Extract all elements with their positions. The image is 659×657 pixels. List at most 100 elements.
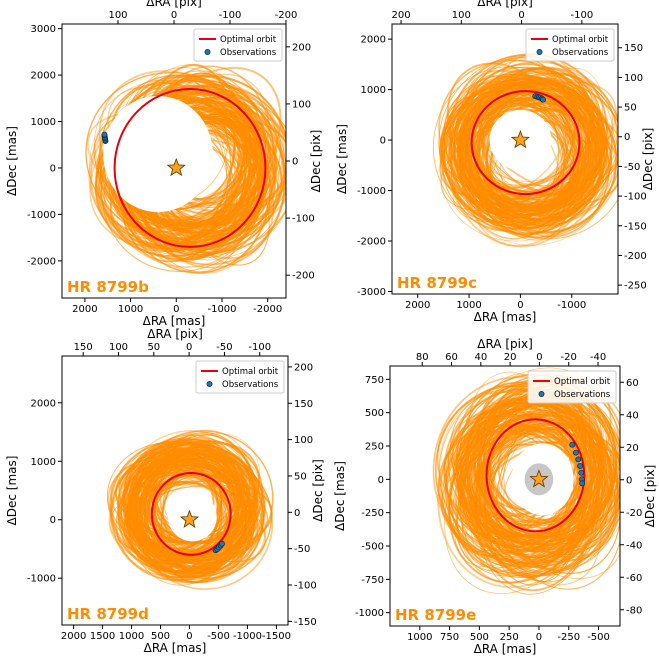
sample-orbit: [477, 421, 616, 539]
sample-orbit: [452, 91, 584, 197]
top-x-tick-label: 0: [536, 352, 542, 363]
x-tick-label: 1000: [456, 300, 481, 311]
sample-orbit: [449, 402, 597, 569]
star-icon: [510, 129, 531, 149]
legend: Optimal orbit Observations: [525, 28, 615, 62]
x-tick-label: 500: [151, 631, 170, 642]
right-y-axis-label: ΔDec [pix]: [643, 465, 657, 528]
x-tick-label: -250: [557, 632, 580, 643]
right-y-tick-label: -100: [292, 214, 315, 225]
sample-orbit: [460, 84, 576, 240]
x-tick-label: 0: [517, 300, 523, 311]
x-tick-label: -500: [207, 631, 230, 642]
y-tick-label: 2000: [361, 35, 386, 46]
right-y-tick-label: -50: [294, 544, 310, 555]
sample-orbit: [478, 72, 598, 210]
x-tick-label: 0: [173, 304, 179, 315]
x-tick-label: 1000: [407, 632, 432, 643]
y-axis-label: ΔDec [mas]: [5, 126, 19, 196]
top-x-tick-label: -100: [570, 10, 593, 21]
right-y-tick-label: 200: [292, 42, 311, 53]
y-tick-label: 2000: [31, 398, 56, 409]
sample-orbit: [478, 100, 589, 196]
y-axis-label: ΔDec [mas]: [5, 456, 19, 526]
plot-area: [85, 63, 286, 274]
top-x-tick-label: -20: [561, 352, 577, 363]
x-axis-label: ΔRA [mas]: [474, 642, 537, 656]
right-y-tick-label: 100: [292, 99, 311, 110]
legend-label-optimal: Optimal orbit: [220, 35, 277, 45]
right-y-tick-label: -150: [294, 617, 317, 628]
y-axis-label: ΔDec [mas]: [335, 124, 349, 194]
star-icon: [529, 469, 549, 488]
x-tick-label: 250: [500, 632, 519, 643]
sample-orbit: [479, 397, 620, 574]
y-tick-label: -1000: [27, 574, 56, 585]
x-tick-label: 0: [536, 632, 542, 643]
sample-orbit: [454, 88, 580, 223]
top-x-axis-label: ΔRA [pix]: [477, 0, 533, 9]
orbit-panel: 2000 1000 0 -1000-3000-2000-100001000200020…: [335, 0, 655, 324]
observation-point: [575, 456, 582, 463]
right-y-tick-label: 0: [626, 475, 632, 486]
right-y-tick-label: 100: [294, 435, 313, 446]
sample-orbit: [463, 97, 602, 228]
right-y-axis-label: ΔDec [pix]: [641, 128, 655, 191]
sample-orbit: [478, 81, 603, 196]
axes-frame: [389, 365, 621, 627]
right-y-tick-label: 40: [626, 410, 639, 421]
legend-label-observations: Observations: [552, 48, 609, 58]
x-tick-label: 1000: [119, 631, 144, 642]
sample-orbit: [133, 439, 264, 564]
observation-point: [579, 480, 586, 487]
top-x-tick-label: -100: [219, 10, 242, 21]
optimal-orbit: [485, 418, 586, 533]
y-tick-label: -750: [361, 575, 384, 586]
y-tick-label: -250: [361, 508, 384, 519]
sample-orbit: [483, 409, 587, 579]
sample-orbit: [456, 401, 595, 537]
right-y-tick-label: 150: [294, 399, 313, 410]
star-icon: [166, 157, 186, 177]
x-tick-label: 2000: [61, 631, 86, 642]
top-x-tick-label: 0: [186, 342, 192, 353]
star-icon: [179, 509, 200, 528]
right-y-tick-label: -250: [624, 281, 647, 292]
right-y-tick-label: 50: [624, 103, 637, 114]
observation-point: [572, 449, 579, 456]
y-tick-label: -1000: [357, 186, 386, 197]
orbit-panel: 1000 750 500 250 0 -250 -500 -1000 -750 -500 -250 0…: [333, 337, 657, 656]
right-y-tick-label: -100: [294, 581, 317, 592]
planet-label: HR 8799c: [397, 274, 477, 292]
right-y-axis-label: ΔDec [pix]: [311, 459, 325, 522]
right-y-tick-label: -100: [624, 192, 647, 203]
top-x-tick-label: 150: [74, 342, 93, 353]
observation-point: [569, 441, 576, 448]
axes-frame: [391, 23, 619, 295]
top-x-tick-label: 80: [416, 352, 429, 363]
legend-box: [527, 370, 617, 404]
plot-area: [106, 429, 274, 590]
y-tick-label: 2000: [31, 71, 56, 82]
sample-orbit: [131, 448, 257, 579]
legend-label-optimal: Optimal orbit: [222, 367, 279, 377]
right-y-tick-label: 100: [624, 73, 643, 84]
top-x-tick-label: -40: [590, 352, 606, 363]
sample-orbit: [474, 373, 568, 542]
sample-orbit: [485, 103, 601, 209]
y-tick-label: -1000: [27, 210, 56, 221]
plot-area: [432, 52, 618, 248]
optimal-orbit: [470, 90, 581, 196]
x-tick-label: -500: [587, 632, 610, 643]
top-x-axis-label: ΔRA [pix]: [477, 337, 533, 351]
sample-orbit: [123, 451, 226, 574]
legend-label-optimal: Optimal orbit: [552, 35, 609, 45]
x-tick-label: -2000: [253, 304, 282, 315]
y-tick-label: 250: [365, 442, 384, 453]
legend-label-observations: Observations: [222, 380, 279, 390]
legend-box: [525, 28, 615, 62]
x-tick-label: 1000: [118, 304, 143, 315]
top-x-tick-label: 20: [504, 352, 517, 363]
top-x-tick-label: 50: [147, 342, 160, 353]
legend-marker-swatch: [538, 391, 545, 397]
